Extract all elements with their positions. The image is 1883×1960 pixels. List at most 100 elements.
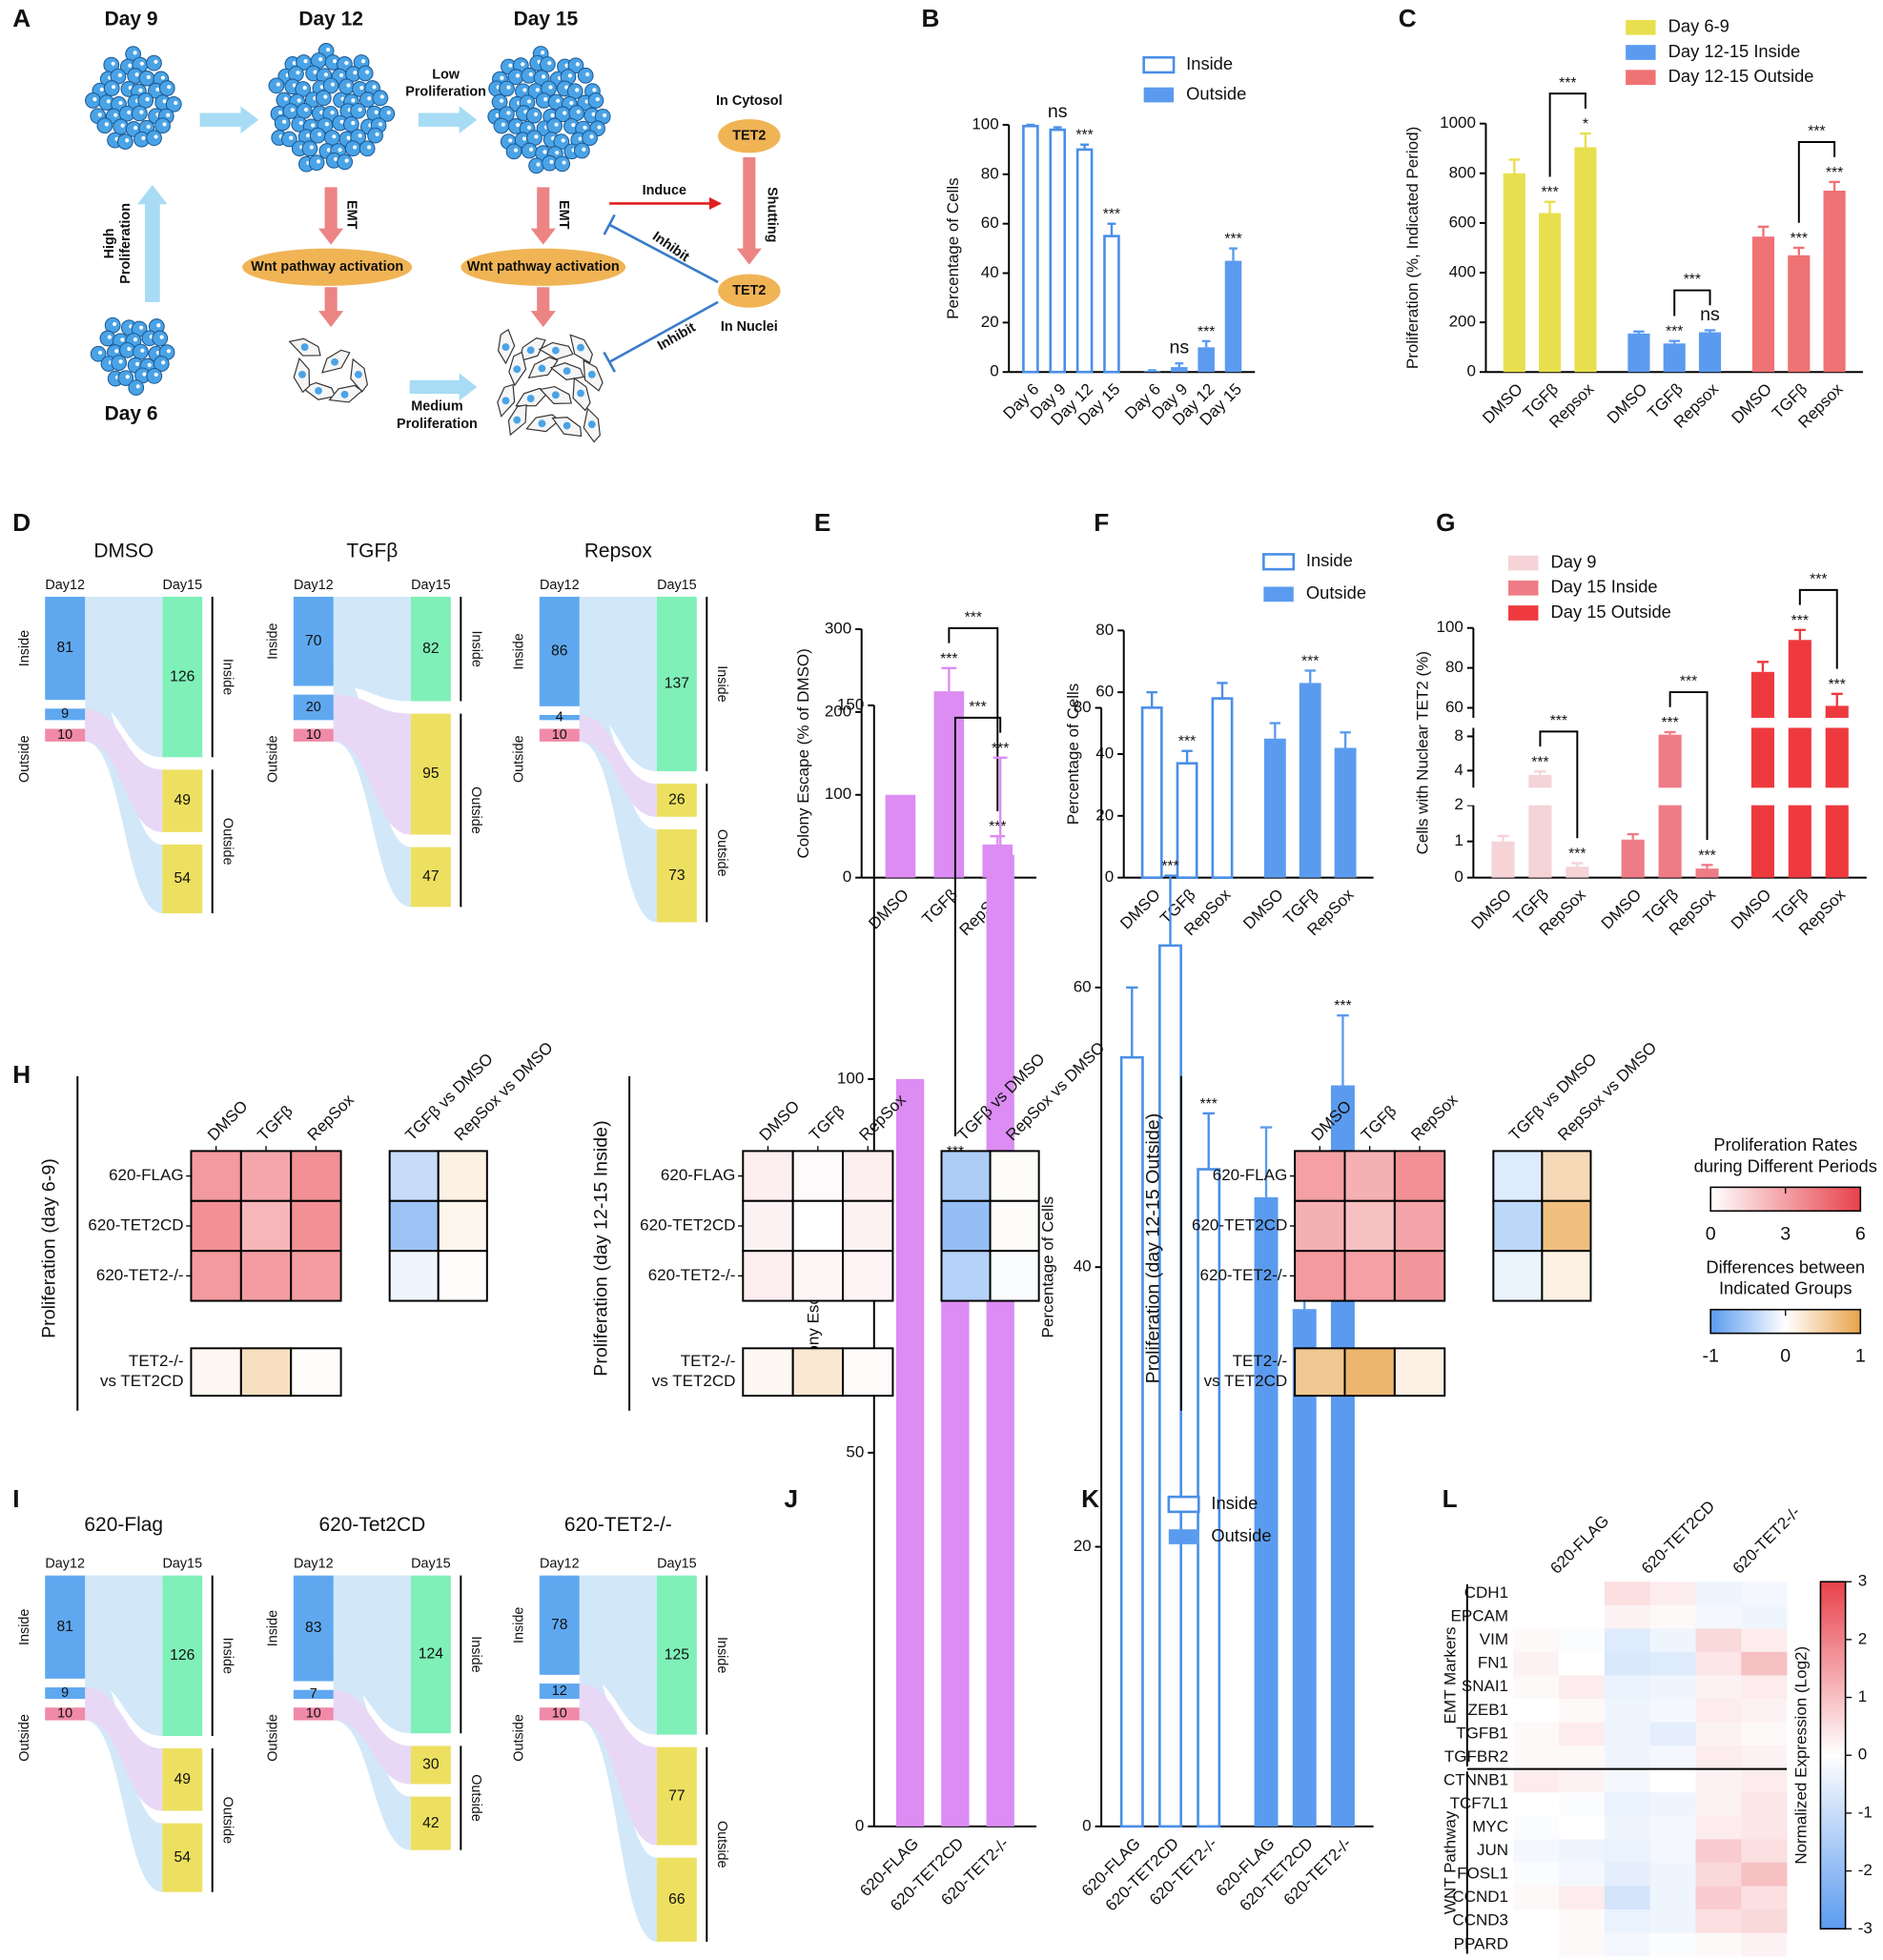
- node-label: 82: [422, 641, 439, 657]
- heatmap-cell: [989, 1199, 1040, 1253]
- cell-nucleus: [140, 348, 145, 353]
- heatmap-cell: [239, 1199, 293, 1253]
- cell-nucleus: [332, 134, 337, 139]
- cell-nucleus: [571, 122, 576, 128]
- heatmap-cell: [791, 1250, 845, 1302]
- x-tick-label: DMSO: [1728, 886, 1775, 933]
- colorbar: [1819, 1581, 1847, 1930]
- cell-nucleus: [338, 148, 342, 153]
- cell-nucleus: [541, 74, 546, 79]
- cell-nucleus: [564, 85, 569, 90]
- colorbar-tick-label: 1: [1858, 1687, 1867, 1705]
- row-label: TET2-/-: [1233, 1352, 1288, 1370]
- significance-label: ***: [1301, 653, 1319, 669]
- sankey-node: [539, 596, 580, 706]
- legend-swatch: [1508, 555, 1539, 571]
- bar: [1788, 640, 1811, 878]
- sankey-node: [656, 1746, 697, 1846]
- oval: [718, 119, 781, 153]
- heatmap-cell: [1393, 1150, 1446, 1202]
- legend-label: Day 12-15 Outside: [1668, 66, 1814, 86]
- diagram-label: EMT: [556, 200, 571, 230]
- cell-nucleus: [575, 88, 580, 92]
- heatmap-cell: [1695, 1862, 1742, 1887]
- heatmap-cell: [1492, 1250, 1544, 1302]
- column-label: DMSO: [204, 1097, 252, 1145]
- cell-nucleus: [292, 61, 297, 66]
- cell-nucleus: [154, 372, 158, 378]
- row-label: FOSL1: [1457, 1865, 1508, 1883]
- cell-nucleus: [378, 122, 383, 127]
- cell-nucleus: [120, 123, 125, 128]
- heatmap-cell: [1741, 1909, 1788, 1933]
- side-label: Inside: [266, 623, 281, 660]
- cell: [573, 142, 590, 159]
- cell: [367, 127, 383, 144]
- node-label: 126: [170, 1647, 194, 1664]
- heatmap-cell: [388, 1199, 440, 1253]
- bar: [1751, 236, 1775, 373]
- arrow: [736, 157, 762, 265]
- heatmap-cell: [1649, 1909, 1696, 1933]
- bracket: [948, 626, 999, 811]
- cell: [128, 379, 145, 396]
- node-label: 10: [306, 727, 321, 743]
- arrow: [409, 373, 478, 401]
- legend-swatch: [1263, 586, 1294, 602]
- heatmap-cell: [1393, 1199, 1446, 1253]
- heatmap-cell: [1604, 1651, 1651, 1676]
- diagram-label: In Cytosol: [716, 93, 783, 109]
- sankey-node: [162, 844, 203, 914]
- side-label: Outside: [714, 829, 729, 877]
- flow: [579, 715, 657, 817]
- node-label: 7: [310, 1686, 317, 1702]
- node-label: 126: [170, 668, 194, 684]
- significance-label: ***: [1568, 846, 1586, 862]
- row-label: CDH1: [1464, 1583, 1508, 1602]
- sankey-node: [293, 596, 334, 686]
- cell: [342, 115, 359, 133]
- cell-nucleus: [339, 119, 344, 124]
- node-label: 54: [174, 870, 192, 887]
- panel-letter: E: [814, 508, 830, 537]
- heatmap-cell: [1294, 1347, 1346, 1398]
- row-label: 620-TET2-/-: [1200, 1266, 1288, 1284]
- arrow: [418, 106, 478, 134]
- significance-label: ***: [1829, 677, 1846, 693]
- heatmap-cell: [791, 1199, 845, 1253]
- heatmap-cell: [1649, 1582, 1696, 1606]
- bracket-label: ***: [1684, 272, 1701, 288]
- cell-nucleus: [358, 133, 362, 138]
- cell-nucleus: [372, 85, 377, 90]
- heatmap-cell: [190, 1199, 242, 1253]
- node-label: 49: [174, 792, 191, 808]
- column-label: TGFβ vs DMSO: [402, 1050, 497, 1144]
- node-label: 42: [422, 1815, 439, 1831]
- bracket-label: ***: [1550, 713, 1567, 729]
- flow: [333, 596, 411, 702]
- cell-nucleus: [567, 73, 573, 78]
- sankey-node: [45, 596, 86, 701]
- sankey-title: 620-Flag: [84, 1514, 163, 1536]
- heatmap-cell: [1604, 1839, 1651, 1864]
- legend-swatch: [1508, 605, 1539, 621]
- cell-nucleus: [154, 59, 158, 64]
- column-header: Day12: [540, 1557, 580, 1572]
- bar: [1663, 343, 1686, 373]
- cell: [268, 77, 285, 94]
- cell-nucleus: [538, 364, 546, 373]
- legend-swatch: [1167, 1495, 1200, 1514]
- cell-nucleus: [561, 138, 565, 143]
- heatmap-cell: [1513, 1651, 1560, 1676]
- heatmap-cell: [1513, 1886, 1560, 1910]
- cell-nucleus: [174, 100, 178, 106]
- flow: [85, 596, 163, 758]
- cell-nucleus: [535, 88, 540, 92]
- cell: [521, 142, 538, 159]
- cell-nucleus: [276, 82, 280, 87]
- heatmap-cell: [437, 1150, 488, 1202]
- y-tick-label: 100: [972, 114, 998, 133]
- diagram-label: Inhibit: [649, 229, 692, 265]
- cell-nucleus: [547, 61, 552, 66]
- y-tick-label: 1: [1454, 831, 1463, 849]
